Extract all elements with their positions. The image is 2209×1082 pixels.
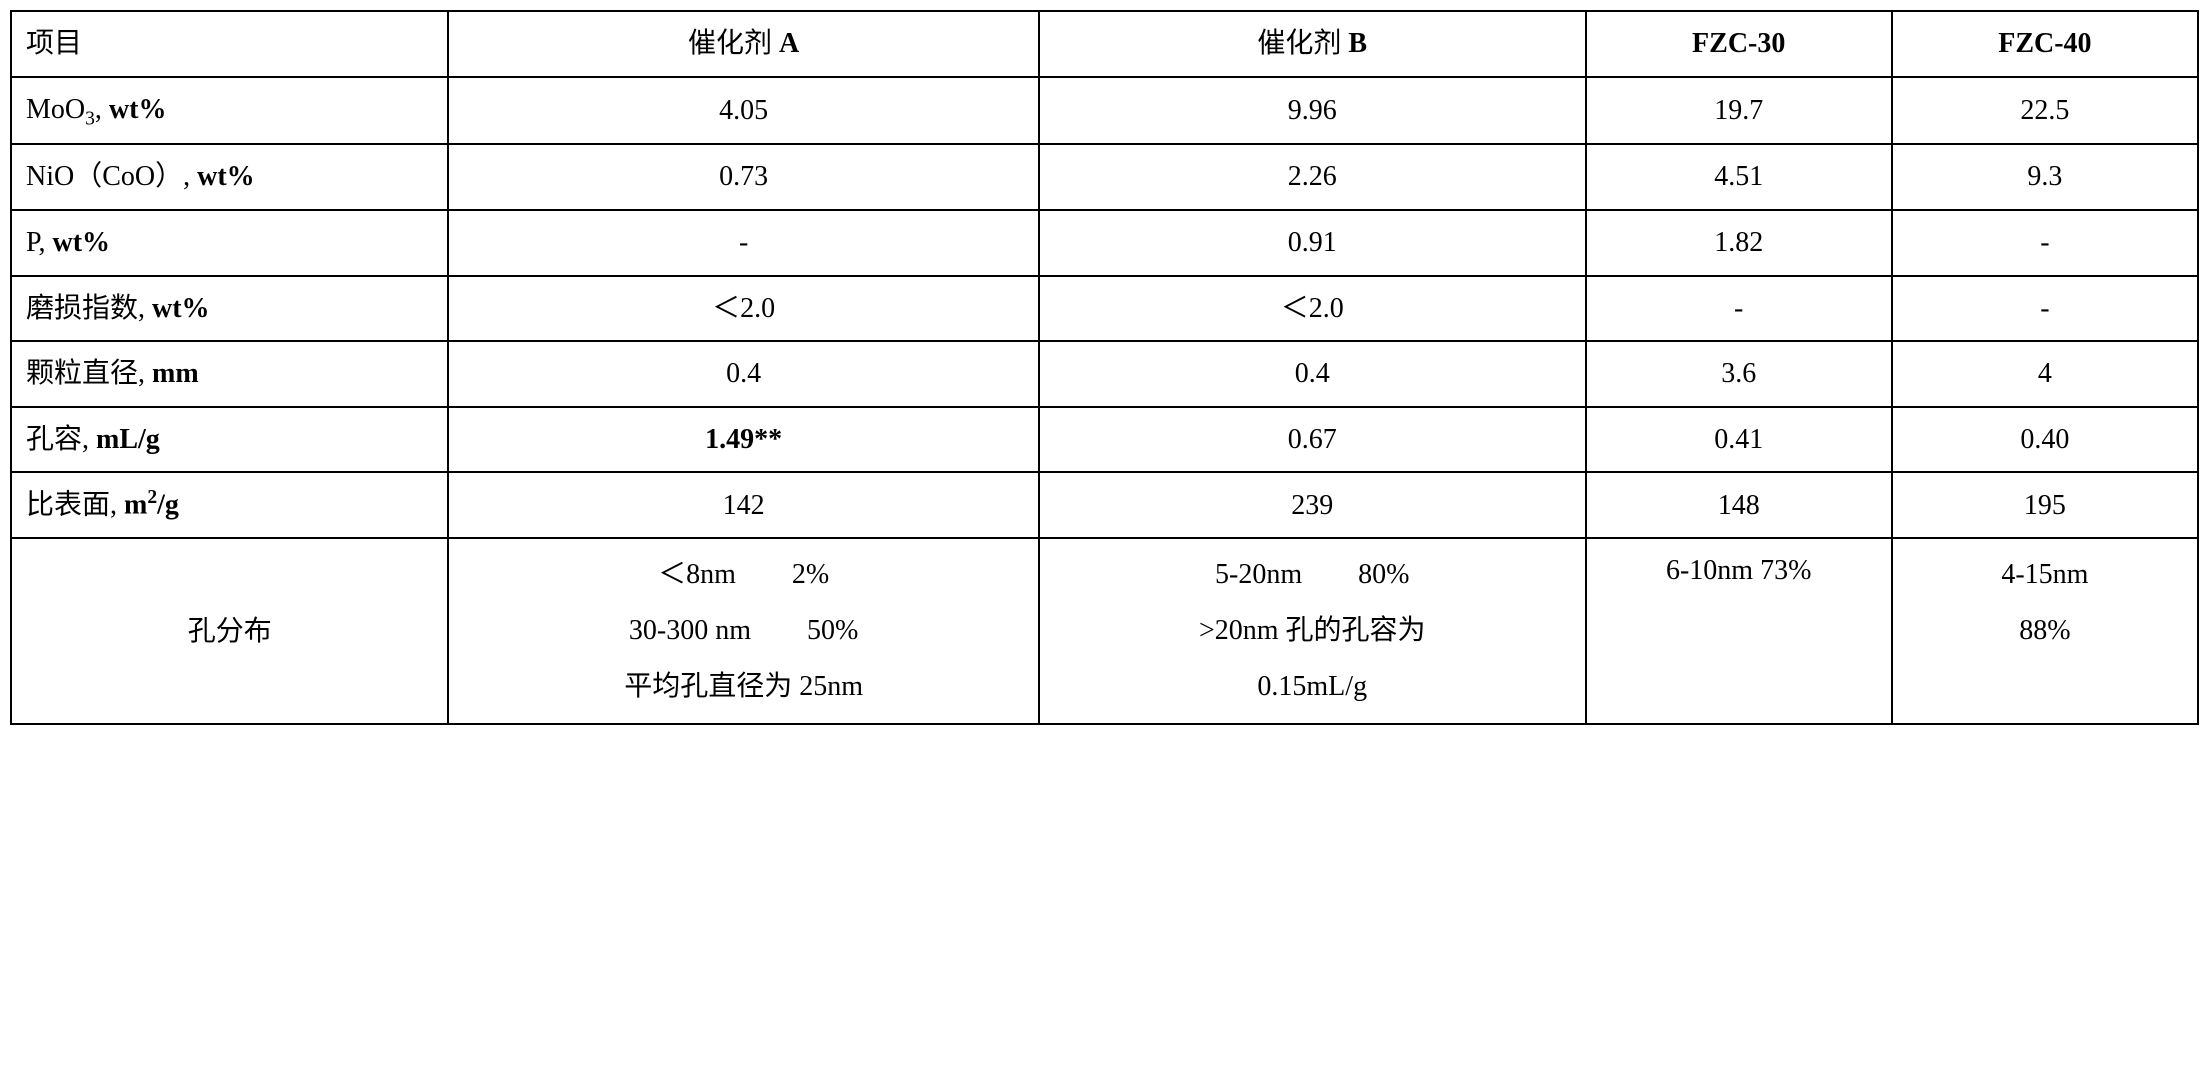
header-catalyst-a: 催化剂 A: [448, 11, 1038, 77]
header-item: 项目: [11, 11, 448, 77]
row-label-surface: 比表面, m2/g: [11, 472, 448, 538]
table-row: 磨损指数, wt% ＜2.0 ＜2.0 - -: [11, 276, 2198, 342]
cell-poredist-b: 5-20nm 80% >20nm 孔的孔容为 0.15mL/g: [1039, 538, 1586, 724]
table-row: 孔容, mL/g 1.49** 0.67 0.41 0.40: [11, 407, 2198, 473]
catalyst-properties-table: 项目 催化剂 A 催化剂 B FZC-30 FZC-40 MoO3, wt% 4…: [10, 10, 2199, 725]
cell: ＜2.0: [448, 276, 1038, 342]
cell: 4.51: [1586, 144, 1892, 210]
table-header-row: 项目 催化剂 A 催化剂 B FZC-30 FZC-40: [11, 11, 2198, 77]
cell-poredist-fzc30: 6-10nm 73%: [1586, 538, 1892, 724]
cell: 0.67: [1039, 407, 1586, 473]
table-row: NiO（CoO）, wt% 0.73 2.26 4.51 9.3: [11, 144, 2198, 210]
cell: 9.96: [1039, 77, 1586, 145]
cell: 0.73: [448, 144, 1038, 210]
table-row: 颗粒直径, mm 0.4 0.4 3.6 4: [11, 341, 2198, 407]
cell: 19.7: [1586, 77, 1892, 145]
row-label-wear: 磨损指数, wt%: [11, 276, 448, 342]
cell: 0.41: [1586, 407, 1892, 473]
cell: -: [1892, 276, 2198, 342]
cell: 4: [1892, 341, 2198, 407]
cell: 2.26: [1039, 144, 1586, 210]
header-fzc30: FZC-30: [1586, 11, 1892, 77]
cell: -: [1586, 276, 1892, 342]
table-row: 比表面, m2/g 142 239 148 195: [11, 472, 2198, 538]
cell-poredist-fzc40: 4-15nm 88%: [1892, 538, 2198, 724]
cell: 0.4: [448, 341, 1038, 407]
row-label-p: P, wt%: [11, 210, 448, 276]
header-catalyst-b: 催化剂 B: [1039, 11, 1586, 77]
cell: 3.6: [1586, 341, 1892, 407]
table-row: 孔分布 ＜8nm 2% 30-300 nm 50% 平均孔直径为 25nm 5-…: [11, 538, 2198, 724]
row-label-nio: NiO（CoO）, wt%: [11, 144, 448, 210]
cell: -: [1892, 210, 2198, 276]
row-label-poredist: 孔分布: [11, 538, 448, 724]
cell: 1.82: [1586, 210, 1892, 276]
cell: 4.05: [448, 77, 1038, 145]
cell: -: [448, 210, 1038, 276]
cell: 0.91: [1039, 210, 1586, 276]
cell: 1.49**: [448, 407, 1038, 473]
cell: 22.5: [1892, 77, 2198, 145]
row-label-diameter: 颗粒直径, mm: [11, 341, 448, 407]
cell: ＜2.0: [1039, 276, 1586, 342]
cell: 148: [1586, 472, 1892, 538]
row-label-moo3: MoO3, wt%: [11, 77, 448, 145]
table-row: MoO3, wt% 4.05 9.96 19.7 22.5: [11, 77, 2198, 145]
cell-poredist-a: ＜8nm 2% 30-300 nm 50% 平均孔直径为 25nm: [448, 538, 1038, 724]
cell: 0.4: [1039, 341, 1586, 407]
cell: 142: [448, 472, 1038, 538]
cell: 239: [1039, 472, 1586, 538]
cell: 9.3: [1892, 144, 2198, 210]
cell: 0.40: [1892, 407, 2198, 473]
table-row: P, wt% - 0.91 1.82 -: [11, 210, 2198, 276]
cell: 195: [1892, 472, 2198, 538]
header-fzc40: FZC-40: [1892, 11, 2198, 77]
row-label-porevol: 孔容, mL/g: [11, 407, 448, 473]
